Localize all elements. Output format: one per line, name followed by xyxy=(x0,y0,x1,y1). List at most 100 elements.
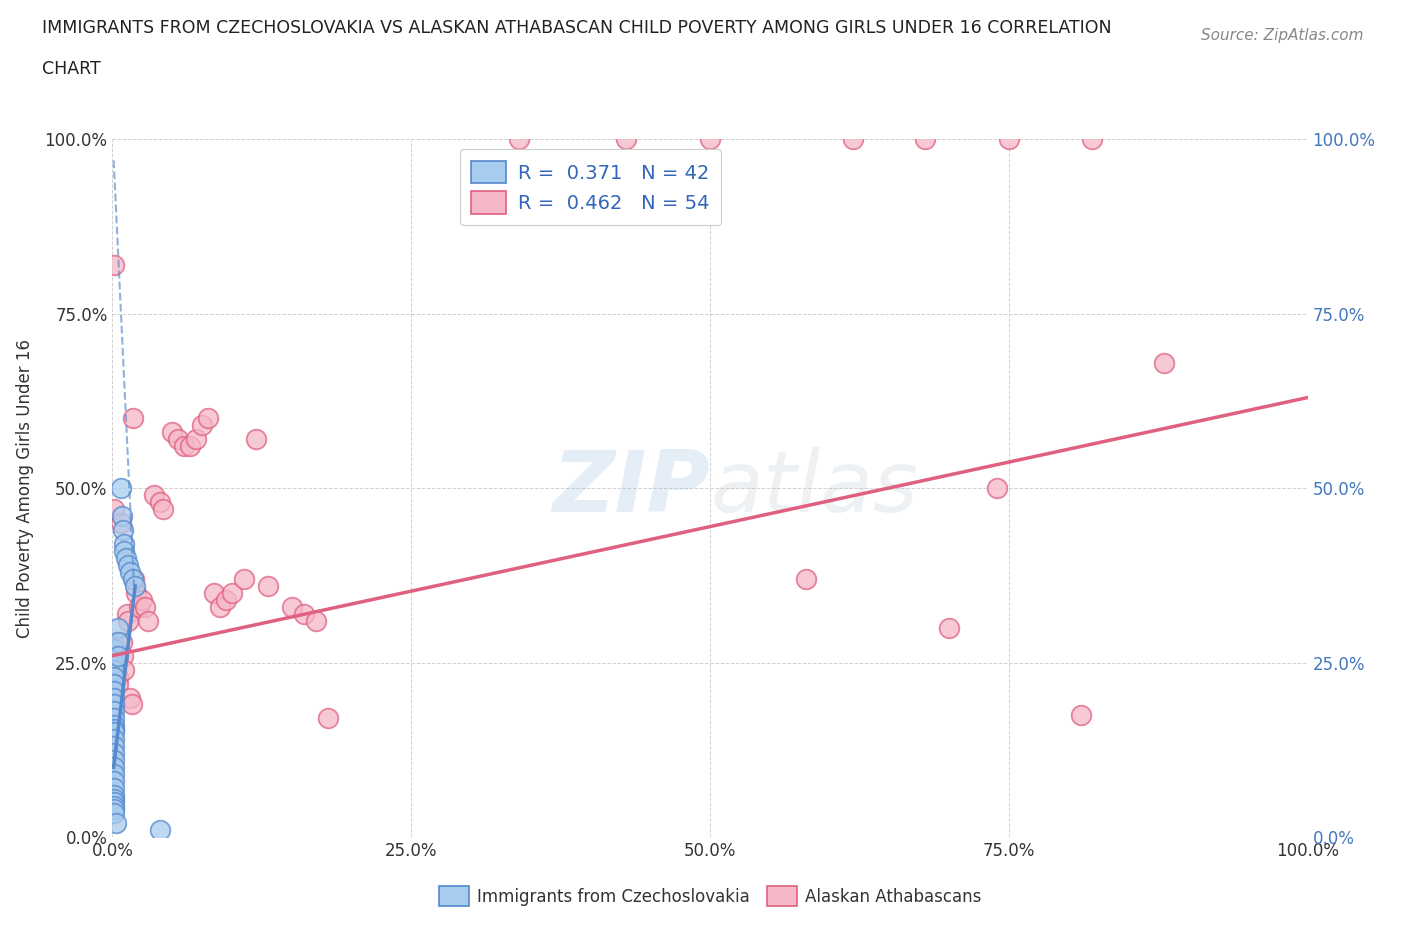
Point xyxy=(107,620,129,635)
Point xyxy=(699,132,721,147)
Point xyxy=(103,662,125,677)
Point xyxy=(103,656,125,671)
Point xyxy=(103,738,125,753)
Point xyxy=(149,495,172,510)
Point xyxy=(998,132,1021,147)
Point xyxy=(103,711,125,725)
Point xyxy=(103,698,125,712)
Point xyxy=(103,774,125,789)
Point xyxy=(103,802,125,817)
Point xyxy=(208,600,231,615)
Point xyxy=(103,788,125,803)
Point xyxy=(986,481,1008,496)
Point xyxy=(215,592,238,607)
Point xyxy=(614,132,637,147)
Point xyxy=(103,718,125,733)
Point xyxy=(103,732,125,747)
Point xyxy=(107,670,129,684)
Y-axis label: Child Poverty Among Girls Under 16: Child Poverty Among Girls Under 16 xyxy=(15,339,34,638)
Point xyxy=(117,614,139,629)
Point xyxy=(508,132,530,147)
Point xyxy=(111,634,134,649)
Point xyxy=(149,823,172,838)
Text: Source: ZipAtlas.com: Source: ZipAtlas.com xyxy=(1201,28,1364,43)
Point xyxy=(114,662,135,677)
Point xyxy=(103,798,125,813)
Point xyxy=(914,132,936,147)
Point xyxy=(120,690,142,705)
Point xyxy=(197,411,219,426)
Point xyxy=(120,565,142,579)
Point xyxy=(125,586,148,601)
Point xyxy=(232,571,256,587)
Point xyxy=(938,620,960,635)
Point xyxy=(138,614,160,629)
Point xyxy=(124,578,146,593)
Point xyxy=(191,418,214,433)
Point xyxy=(1069,708,1091,723)
Point xyxy=(316,711,339,725)
Point xyxy=(111,509,134,524)
Legend: Immigrants from Czechoslovakia, Alaskan Athabascans: Immigrants from Czechoslovakia, Alaskan … xyxy=(432,880,988,912)
Point xyxy=(114,551,136,565)
Point xyxy=(107,676,129,691)
Point xyxy=(245,432,267,447)
Point xyxy=(1153,355,1175,370)
Point xyxy=(281,600,304,615)
Point xyxy=(794,571,817,587)
Point xyxy=(112,648,135,663)
Point xyxy=(121,571,143,587)
Point xyxy=(292,606,315,621)
Point xyxy=(134,600,156,615)
Point xyxy=(842,132,865,147)
Point xyxy=(202,586,225,601)
Point xyxy=(173,439,195,454)
Point xyxy=(117,558,139,573)
Text: atlas: atlas xyxy=(710,446,918,530)
Point xyxy=(103,690,125,705)
Point xyxy=(186,432,208,447)
Point xyxy=(103,642,125,657)
Point xyxy=(103,725,125,740)
Point xyxy=(162,425,183,440)
Point xyxy=(114,543,135,558)
Point xyxy=(179,439,201,454)
Point xyxy=(105,816,128,830)
Point xyxy=(105,656,128,671)
Point xyxy=(103,704,125,719)
Point xyxy=(103,502,125,517)
Point xyxy=(131,592,153,607)
Point xyxy=(112,523,135,538)
Point xyxy=(103,683,125,698)
Point xyxy=(107,634,129,649)
Point xyxy=(103,753,125,768)
Text: ZIP: ZIP xyxy=(553,446,710,530)
Point xyxy=(304,614,326,629)
Point xyxy=(103,676,125,691)
Point xyxy=(105,634,128,649)
Point xyxy=(103,760,125,775)
Point xyxy=(1081,132,1104,147)
Point xyxy=(103,670,125,684)
Point xyxy=(114,537,135,551)
Point xyxy=(107,648,129,663)
Text: IMMIGRANTS FROM CZECHOSLOVAKIA VS ALASKAN ATHABASCAN CHILD POVERTY AMONG GIRLS U: IMMIGRANTS FROM CZECHOSLOVAKIA VS ALASKA… xyxy=(42,19,1112,36)
Point xyxy=(110,481,132,496)
Point xyxy=(221,586,243,601)
Point xyxy=(121,698,143,712)
Point xyxy=(110,515,132,530)
Point xyxy=(167,432,190,447)
Point xyxy=(103,791,125,806)
Text: CHART: CHART xyxy=(42,60,101,78)
Point xyxy=(257,578,280,593)
Point xyxy=(115,606,138,621)
Point xyxy=(103,258,125,272)
Point xyxy=(103,794,125,809)
Point xyxy=(103,781,125,796)
Point xyxy=(121,411,143,426)
Point xyxy=(103,746,125,761)
Point xyxy=(128,600,150,615)
Point xyxy=(143,488,166,503)
Point xyxy=(122,571,145,587)
Point xyxy=(103,805,125,820)
